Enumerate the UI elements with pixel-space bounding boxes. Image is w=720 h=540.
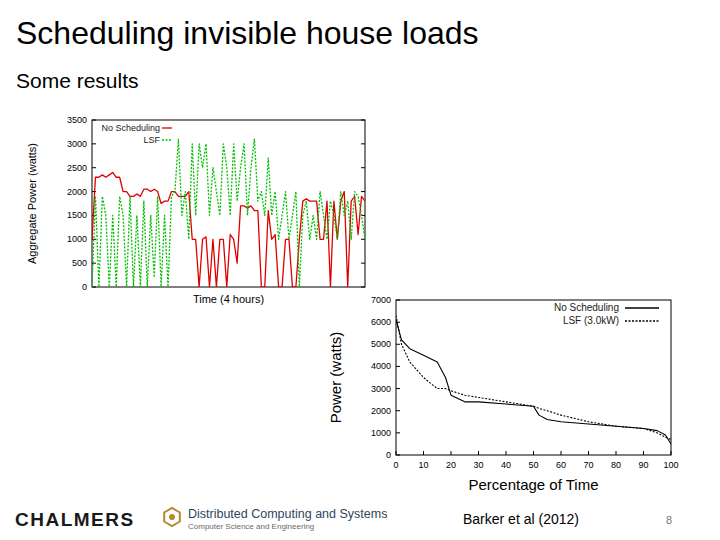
y-tick-label: 3500 <box>67 115 87 125</box>
y-axis-label: Power (watts) <box>327 332 344 424</box>
x-tick-label: 30 <box>473 460 483 470</box>
legend-label: No Scheduling <box>101 123 160 133</box>
legend-label: LSF <box>143 135 160 145</box>
legend-swatch <box>625 320 659 321</box>
y-tick <box>361 191 365 192</box>
x-tick-label: 60 <box>556 460 566 470</box>
x-tick <box>588 451 589 455</box>
x-tick <box>396 451 397 455</box>
y-tick-label: 0 <box>82 282 87 292</box>
background <box>0 0 720 540</box>
y-tick-label: 2000 <box>371 406 391 416</box>
y-tick-label: 3000 <box>67 139 87 149</box>
y-tick <box>361 120 365 121</box>
y-tick <box>396 455 400 456</box>
y-axis-label: Aggregate Power (watts) <box>26 143 38 264</box>
y-tick <box>361 287 365 288</box>
slide-subtitle: Some results <box>16 69 139 92</box>
y-tick <box>92 143 96 144</box>
y-tick <box>361 143 365 144</box>
x-tick <box>451 451 452 455</box>
x-tick-label: 10 <box>418 460 428 470</box>
logo-text: CHALMERS <box>15 509 135 530</box>
y-tick <box>92 263 96 264</box>
series-line <box>92 139 365 287</box>
x-axis-label: Percentage of Time <box>468 476 598 493</box>
page-number: 8 <box>666 514 672 526</box>
y-tick <box>92 120 96 121</box>
x-tick-label: 50 <box>528 460 538 470</box>
x-tick-label: 80 <box>611 460 621 470</box>
logo-emblem <box>164 508 180 526</box>
x-tick-label: 40 <box>501 460 511 470</box>
chart: 0 1000 2000 3000 4000 5000 6000 7000 0 10 20 30 40 50… <box>327 295 679 493</box>
x-tick <box>561 451 562 455</box>
y-tick-label: 2000 <box>67 187 87 197</box>
x-tick-label: 20 <box>446 460 456 470</box>
y-tick-label: 1000 <box>67 234 87 244</box>
logo-emblem-dot <box>169 514 175 520</box>
data-area <box>396 316 671 444</box>
y-tick-label: 0 <box>386 450 391 460</box>
y-tick <box>92 167 96 168</box>
x-tick-label: 0 <box>393 460 398 470</box>
department: Distributed Computing and Systems <box>188 507 387 521</box>
series-line <box>396 316 671 440</box>
y-tick <box>396 344 400 345</box>
x-axis-label: Time (4 hours) <box>193 293 264 305</box>
chart: 0 500 1000 1500 2000 2500 3000 3500 Aggregate Po… <box>26 115 365 305</box>
x-tick-label: 90 <box>638 460 648 470</box>
x-tick-label: 100 <box>663 460 678 470</box>
x-tick <box>423 451 424 455</box>
y-tick-label: 1500 <box>67 210 87 220</box>
legend-swatch <box>162 127 172 128</box>
y-tick-label: 3000 <box>371 384 391 394</box>
y-tick-label: 500 <box>72 258 87 268</box>
legend-swatch <box>162 139 172 140</box>
y-tick-label: 7000 <box>371 295 391 305</box>
x-tick <box>616 451 617 455</box>
x-tick <box>533 451 534 455</box>
legend: No Scheduling LSF (3.0kW) <box>554 302 659 326</box>
x-tick <box>643 451 644 455</box>
division: Computer Science and Engineering <box>188 522 314 531</box>
y-tick-label: 4000 <box>371 361 391 371</box>
y-tick-label: 2500 <box>67 163 87 173</box>
plot-frame <box>92 120 365 287</box>
x-tick <box>506 451 507 455</box>
x-tick <box>478 451 479 455</box>
y-tick <box>361 263 365 264</box>
slide: Scheduling invisible house loads Some res… <box>0 0 720 540</box>
y-tick <box>396 410 400 411</box>
legend-label: No Scheduling <box>554 302 619 313</box>
legend-label: LSF (3.0kW) <box>563 315 619 326</box>
y-tick-label: 1000 <box>371 428 391 438</box>
y-tick-label: 6000 <box>371 317 391 327</box>
y-tick <box>396 300 400 301</box>
y-tick <box>396 432 400 433</box>
y-tick-label: 5000 <box>371 339 391 349</box>
y-tick <box>361 167 365 168</box>
plot-frame <box>396 300 671 455</box>
legend-swatch <box>625 307 659 308</box>
y-tick <box>396 366 400 367</box>
x-tick-label: 70 <box>583 460 593 470</box>
citation: Barker et al (2012) <box>463 511 579 527</box>
y-tick <box>396 388 400 389</box>
slide-title: Scheduling invisible house loads <box>16 15 479 51</box>
x-tick <box>671 451 672 455</box>
legend: No Scheduling LSF <box>101 123 172 145</box>
series-line <box>396 320 671 444</box>
data-area <box>92 139 365 287</box>
